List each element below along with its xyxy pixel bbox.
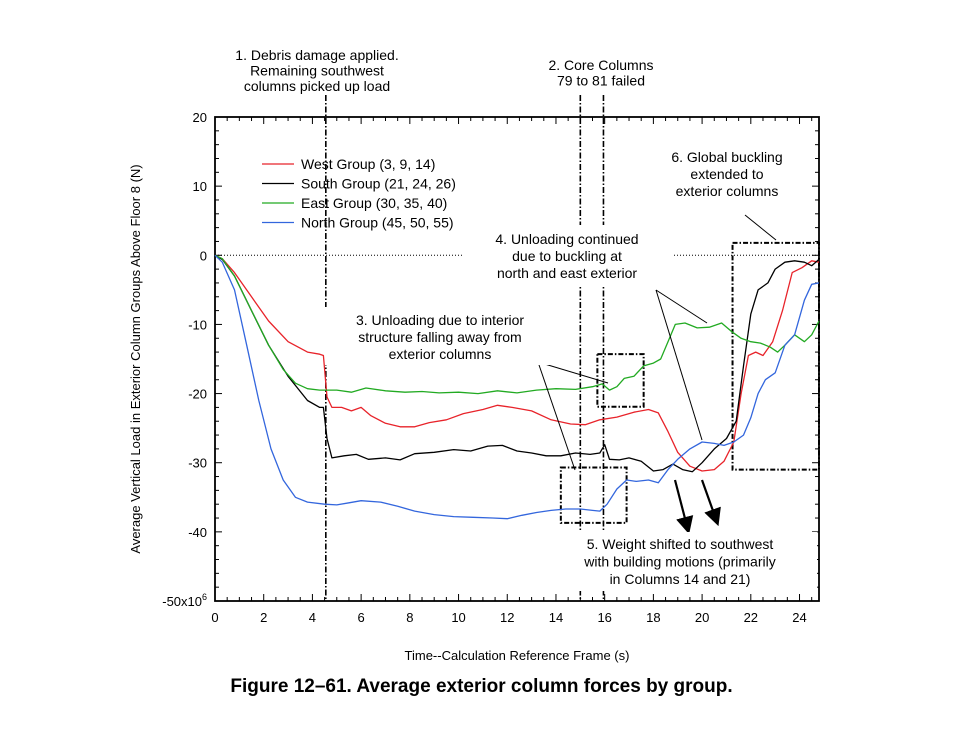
highlight-box [731,241,821,471]
annotation-line: structure falling away from [358,329,521,345]
y-tick-label: -40 [188,525,207,540]
x-tick-label: 8 [406,610,413,625]
legend-entry: North Group (45, 50, 55) [301,215,454,231]
annotation-line: 3. Unloading due to interior [356,312,524,328]
legend-entry: West Group (3, 9, 14) [301,156,435,172]
x-tick-label: 18 [646,610,660,625]
x-tick-label: 6 [358,610,365,625]
highlight-box [559,466,628,524]
annotation-line: 1. Debris damage applied. [235,47,398,63]
annotation-layer: 1. Debris damage applied. Remaining south… [235,47,817,591]
y-tick-label: 20 [193,110,207,125]
x-tick-label: 0 [211,610,218,625]
annotation-line: 79 to 81 failed [557,73,645,89]
annotation-line: Remaining southwest [250,63,384,79]
annotation-line: due to buckling at [512,248,622,264]
annotation-background [464,225,674,285]
chart-figure: 0 2 4 6 8 10 12 14 16 18 20 22 24-50x106-40-30-20-10… [128,47,821,663]
annotation-a3: 3. Unloading due to interior structure fa… [356,312,524,362]
highlight-box [596,353,645,408]
annotation-a4: 4. Unloading continued due to buckling at… [495,231,638,281]
callout-line [537,361,609,384]
legend-entry: East Group (30, 35, 40) [301,195,447,211]
highlight-boxes [559,241,821,524]
callout-line [537,361,576,471]
series-layer [214,254,820,520]
x-tick-label: 12 [500,610,514,625]
y-tick-label: 10 [193,179,207,194]
annotation-line: north and east exterior [497,265,637,281]
annotation-line: 4. Unloading continued [495,231,638,247]
legend: West Group (3, 9, 14) South Group (21, 24… [262,156,456,231]
x-tick-label: 24 [792,610,806,625]
annotation-line: 5. Weight shifted to southwest [587,536,774,552]
y-tick-label: -50x106 [162,592,207,609]
x-tick-label: 14 [549,610,563,625]
y-axis-label: Average Vertical Load in Exterior Column… [128,164,143,553]
annotation-background [325,307,555,365]
legend-entry: South Group (21, 24, 26) [301,176,456,192]
x-tick-label: 16 [597,610,611,625]
x-tick-label: 20 [695,610,709,625]
annotation-line: extended to [690,166,763,182]
callout-line [744,214,777,241]
callout-line [655,289,703,441]
annotation-a6: 6. Global buckling extended to exterior co… [671,149,782,199]
annotation-line: with building motions (primarily [583,554,775,570]
annotation-a1: 1. Debris damage applied. Remaining south… [235,47,398,94]
annotation-line: in Columns 14 and 21) [610,571,751,587]
annotation-background [546,532,817,591]
annotation-line: 6. Global buckling [671,149,782,165]
x-tick-label: 4 [309,610,316,625]
series-line [214,254,820,473]
arrow-line [673,479,694,535]
series-line [214,254,820,472]
y-tick-label: 0 [200,248,207,263]
series-line [214,254,820,395]
y-tick-label: -20 [188,387,207,402]
y-tick-label: -10 [188,317,207,332]
x-tick-label: 10 [451,610,465,625]
annotation-a5: 5. Weight shifted to southwest with build… [583,536,775,587]
x-tick-label: 22 [744,610,758,625]
arrow-line [700,479,721,527]
callout-layer [537,214,777,535]
annotation-line: exterior columns [676,183,779,199]
annotation-a2: 2. Core Columns 79 to 81 failed [548,57,653,89]
x-axis-label: Time--Calculation Reference Frame (s) [405,648,630,663]
annotation-background [653,144,803,201]
y-exponent: 6 [202,592,207,602]
annotation-line: exterior columns [389,346,492,362]
annotation-line: columns picked up load [244,78,390,94]
series-line [214,254,820,520]
callout-line [655,289,708,324]
x-tick-label: 2 [260,610,267,625]
figure-caption: Figure 12–61. Average exterior column fo… [230,676,733,697]
annotation-line: 2. Core Columns [548,57,653,73]
y-tick-label: -30 [188,456,207,471]
